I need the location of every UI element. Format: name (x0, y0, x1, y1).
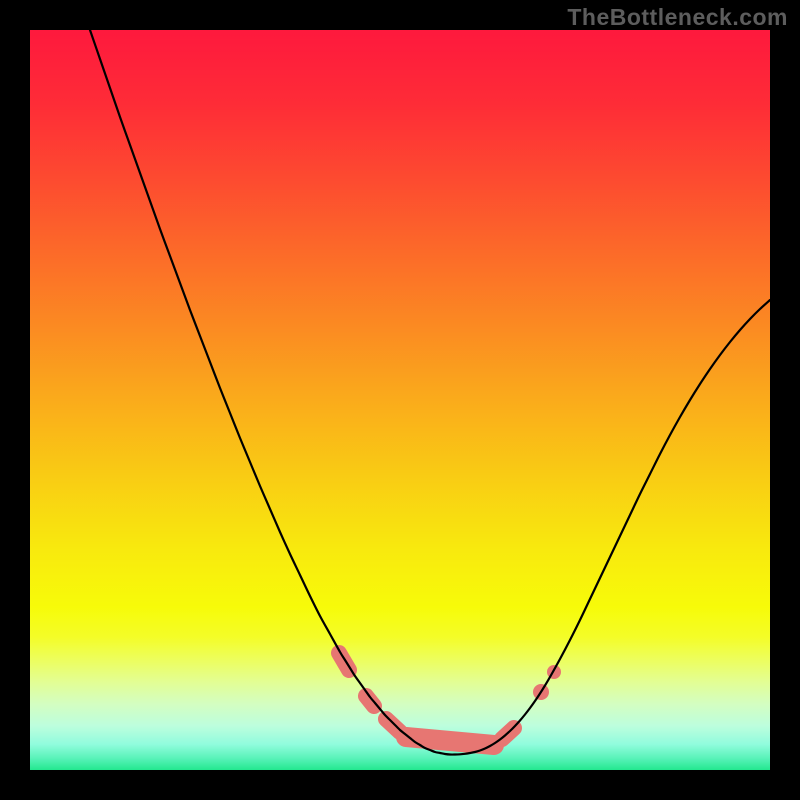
plot-area (30, 30, 770, 770)
chart-frame: TheBottleneck.com (0, 0, 800, 800)
bottleneck-chart (30, 30, 770, 770)
gradient-background (30, 30, 770, 770)
watermark-text: TheBottleneck.com (567, 4, 788, 31)
bead-capsule (339, 653, 349, 670)
bead-capsule (386, 719, 400, 732)
